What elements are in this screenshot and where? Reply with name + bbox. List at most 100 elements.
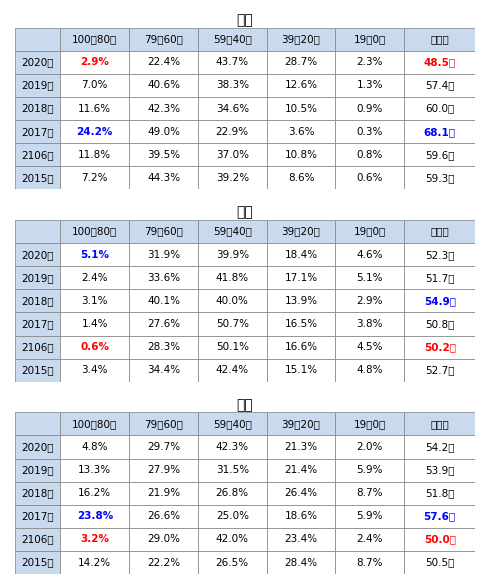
Bar xyxy=(404,359,475,382)
Bar xyxy=(60,97,129,120)
Bar xyxy=(198,28,267,51)
Bar xyxy=(15,413,60,436)
Bar xyxy=(335,359,404,382)
Text: 57.6点: 57.6点 xyxy=(424,511,456,522)
Bar xyxy=(60,359,129,382)
Text: 英語: 英語 xyxy=(237,398,253,412)
Text: 50.5点: 50.5点 xyxy=(425,557,454,568)
Bar xyxy=(335,551,404,574)
Bar xyxy=(335,97,404,120)
Bar xyxy=(15,436,60,459)
Bar xyxy=(198,359,267,382)
Text: 5.9%: 5.9% xyxy=(357,465,383,475)
Text: 2.9%: 2.9% xyxy=(80,57,109,68)
Bar xyxy=(335,220,404,243)
Bar xyxy=(15,359,60,382)
Text: 54.2点: 54.2点 xyxy=(425,442,454,452)
Bar xyxy=(404,51,475,74)
Bar xyxy=(198,51,267,74)
Text: 27.6%: 27.6% xyxy=(147,319,180,329)
Text: 16.6%: 16.6% xyxy=(285,342,318,352)
Text: 68.1点: 68.1点 xyxy=(424,127,456,137)
Bar xyxy=(15,266,60,289)
Text: 31.9%: 31.9% xyxy=(147,250,180,260)
Text: 2.4%: 2.4% xyxy=(357,534,383,545)
Bar xyxy=(60,120,129,143)
Text: 39.5%: 39.5% xyxy=(147,150,180,160)
Text: 19～0点: 19～0点 xyxy=(354,34,386,44)
Bar xyxy=(15,51,60,74)
Text: 28.3%: 28.3% xyxy=(147,342,180,352)
Text: 2.0%: 2.0% xyxy=(357,442,383,452)
Text: 2020年: 2020年 xyxy=(21,57,54,68)
Bar xyxy=(335,243,404,266)
Bar xyxy=(198,505,267,528)
Bar xyxy=(129,436,198,459)
Text: 23.4%: 23.4% xyxy=(285,534,318,545)
Text: 2017年: 2017年 xyxy=(21,127,54,137)
Bar xyxy=(15,551,60,574)
Text: 19～0点: 19～0点 xyxy=(354,227,386,237)
Text: 22.9%: 22.9% xyxy=(216,127,249,137)
Bar xyxy=(129,220,198,243)
Bar xyxy=(267,336,335,359)
Bar xyxy=(335,459,404,482)
Bar xyxy=(267,505,335,528)
Text: 2015年: 2015年 xyxy=(21,557,54,568)
Text: 数学: 数学 xyxy=(237,205,253,219)
Text: 39～20点: 39～20点 xyxy=(282,419,320,429)
Bar xyxy=(198,266,267,289)
Bar xyxy=(129,359,198,382)
Text: 0.9%: 0.9% xyxy=(357,104,383,114)
Bar xyxy=(404,528,475,551)
Bar xyxy=(267,143,335,166)
Bar xyxy=(267,120,335,143)
Bar xyxy=(198,74,267,97)
Text: 42.3%: 42.3% xyxy=(216,442,249,452)
Bar xyxy=(129,74,198,97)
Bar xyxy=(60,166,129,189)
Text: 12.6%: 12.6% xyxy=(285,80,318,91)
Bar xyxy=(15,313,60,336)
Bar xyxy=(404,336,475,359)
Text: 22.4%: 22.4% xyxy=(147,57,180,68)
Bar xyxy=(404,120,475,143)
Text: 11.6%: 11.6% xyxy=(78,104,111,114)
Text: 1.4%: 1.4% xyxy=(81,319,108,329)
Text: 38.3%: 38.3% xyxy=(216,80,249,91)
Bar xyxy=(198,166,267,189)
Text: 7.2%: 7.2% xyxy=(81,173,108,183)
Bar xyxy=(267,436,335,459)
Text: 0.8%: 0.8% xyxy=(357,150,383,160)
Bar xyxy=(198,243,267,266)
Bar xyxy=(198,436,267,459)
Bar xyxy=(335,166,404,189)
Bar xyxy=(404,166,475,189)
Text: 34.4%: 34.4% xyxy=(147,365,180,375)
Bar xyxy=(404,74,475,97)
Bar xyxy=(15,166,60,189)
Text: 52.3点: 52.3点 xyxy=(425,250,454,260)
Text: 59～40点: 59～40点 xyxy=(213,419,252,429)
Text: 4.8%: 4.8% xyxy=(81,442,108,452)
Bar xyxy=(404,413,475,436)
Bar xyxy=(129,166,198,189)
Text: 40.6%: 40.6% xyxy=(147,80,180,91)
Bar xyxy=(60,528,129,551)
Bar xyxy=(335,28,404,51)
Bar xyxy=(335,313,404,336)
Bar xyxy=(60,289,129,313)
Bar xyxy=(267,243,335,266)
Bar xyxy=(60,28,129,51)
Bar xyxy=(15,289,60,313)
Text: 2106年: 2106年 xyxy=(21,342,54,352)
Text: 7.0%: 7.0% xyxy=(81,80,108,91)
Text: 15.1%: 15.1% xyxy=(285,365,318,375)
Bar xyxy=(129,143,198,166)
Text: 2018年: 2018年 xyxy=(21,488,54,498)
Bar xyxy=(198,220,267,243)
Bar xyxy=(60,313,129,336)
Text: 26.4%: 26.4% xyxy=(285,488,318,498)
Text: 28.7%: 28.7% xyxy=(285,57,318,68)
Text: 0.3%: 0.3% xyxy=(357,127,383,137)
